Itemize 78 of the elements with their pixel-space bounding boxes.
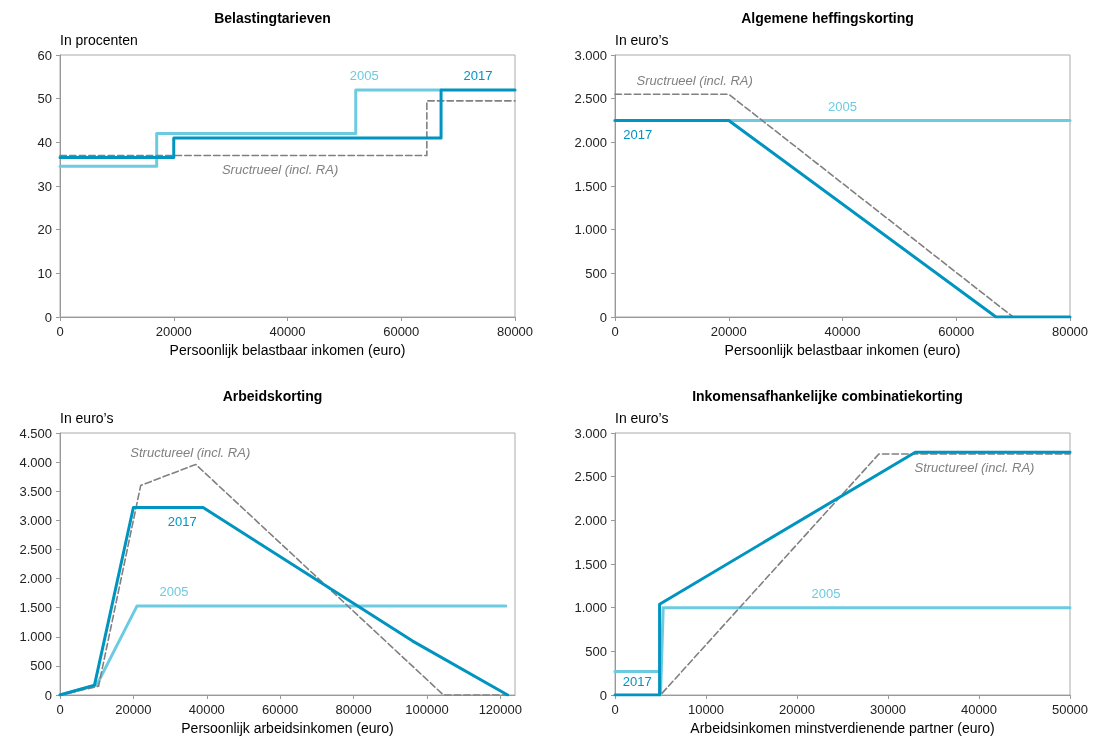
y-tick-label: 3.500 [19,483,52,499]
y-axis-title: In euro’s [615,410,669,426]
y-tick-label: 50 [37,91,52,107]
x-tick-label: 50000 [1051,702,1089,717]
chart-title: Algemene heffingskorting [741,10,914,26]
x-tick-label: 0 [611,324,619,339]
chart-title: Belastingtarieven [214,10,331,26]
y-tick-label: 500 [30,658,52,674]
y-tick-label: 0 [44,687,52,703]
x-tick-label: 20000 [778,702,816,717]
y-tick-label: 2.000 [574,512,607,528]
series-label: 2005 [349,68,379,84]
series-label: Structureel (incl. RA) [130,445,251,461]
y-tick-label: 0 [44,309,52,325]
x-tick-label: 80000 [335,702,372,717]
y-tick-label: 500 [585,643,607,659]
x-tick-label: 30000 [869,702,907,717]
series-label: 2017 [463,68,493,84]
y-tick-label: 2.500 [19,541,52,557]
y-tick-label: 1.000 [574,600,607,616]
y-tick-label: 500 [585,265,607,281]
x-tick-label: 40000 [269,324,306,339]
x-tick-label: 60000 [938,324,975,339]
series-label: 2005 [159,584,189,600]
x-tick-label: 80000 [496,324,534,339]
y-tick-label: 3.000 [19,512,52,528]
y-tick-label: 30 [37,178,52,194]
x-tick-label: 0 [611,702,619,717]
x-tick-label: 60000 [262,702,299,717]
series-label: Sructrueel (incl. RA) [636,72,753,88]
y-tick-label: 4.500 [19,425,52,441]
series-label: Sructrueel (incl. RA) [221,161,339,177]
x-tick-label: 20000 [155,324,192,339]
y-tick-label: 1.000 [574,222,607,238]
chart-title: Inkomensafhankelijke combinatiekorting [692,388,963,404]
x-tick-label: 60000 [383,324,420,339]
x-tick-label: 40000 [824,324,861,339]
y-tick-label: 1.500 [19,600,52,616]
x-tick-label: 40000 [960,702,998,717]
x-tick-label: 100000 [405,702,449,717]
x-tick-label: 120000 [478,702,523,717]
y-tick-label: 60 [37,47,52,63]
y-tick-label: 0 [599,687,607,703]
y-tick-label: 2.000 [19,571,52,587]
y-tick-label: 3.000 [574,47,607,63]
x-tick-label: 20000 [115,702,152,717]
y-tick-label: 40 [37,134,52,150]
series-label: 2005 [811,586,841,602]
y-tick-label: 3.000 [574,425,607,441]
x-axis-title: Persoonlijk arbeidsinkomen (euro) [181,720,394,736]
series-label: Structureel (incl. RA) [914,460,1035,476]
x-axis-title: Arbeidsinkomen minstverdienende partner (euro) [690,720,995,736]
chart-title: Arbeidskorting [222,388,323,404]
y-tick-label: 1.500 [574,556,607,572]
series-label: 2017 [623,127,653,142]
x-tick-label: 20000 [710,324,747,339]
y-tick-label: 2.000 [574,134,607,150]
y-tick-label: 2.500 [574,91,607,107]
y-tick-label: 1.000 [19,629,52,645]
series-label: 2017 [622,673,652,689]
y-axis-title: In procenten [60,32,138,48]
x-tick-label: 40000 [188,702,225,717]
y-tick-label: 4.000 [19,454,52,470]
y-tick-label: 2.500 [574,469,607,485]
x-axis-title: Persoonlijk belastbaar inkomen (euro) [169,342,406,358]
y-axis-title: In euro’s [615,32,669,48]
x-tick-label: 0 [56,324,64,339]
y-tick-label: 1.500 [574,178,607,194]
series-label: 2005 [828,99,857,114]
y-tick-label: 20 [37,222,52,238]
y-axis-title: In euro’s [60,410,114,426]
x-tick-label: 80000 [1051,324,1089,339]
x-axis-title: Persoonlijk belastbaar inkomen (euro) [724,342,961,358]
y-tick-label: 0 [599,309,607,325]
y-tick-label: 10 [37,265,52,281]
series-label: 2017 [167,514,197,530]
x-tick-label: 0 [56,702,64,717]
x-tick-label: 10000 [687,702,725,717]
